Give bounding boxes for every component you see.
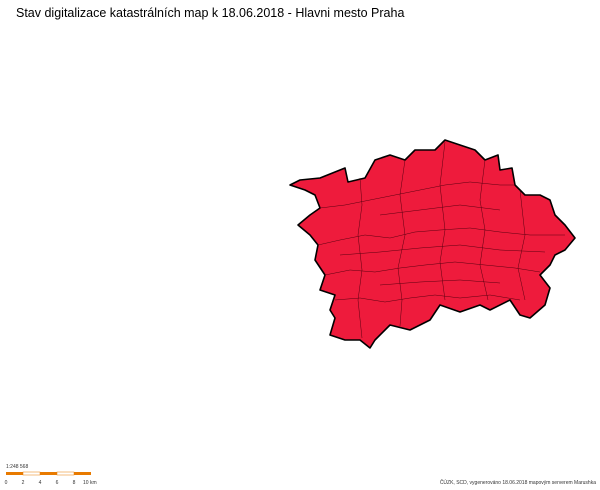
map-title: Stav digitalizace katastrálních map k 18…	[16, 6, 405, 20]
prague-region	[289, 139, 576, 349]
scale-label: 8	[73, 480, 76, 486]
credit: ČÚZK, SCD, vygenerováno 18.06.2018 mapov…	[440, 479, 596, 486]
scale-bar: 1:248 568 0 2 4 6 8 10 km	[5, 464, 97, 486]
scale-label: 6	[56, 480, 59, 486]
scale-label: 10 km	[83, 480, 97, 486]
scale-label: 2	[22, 480, 25, 486]
scale-label: 4	[39, 480, 42, 486]
district-borders	[317, 141, 565, 339]
scale-ratio: 1:248 568	[6, 464, 28, 470]
scale-label: 0	[5, 480, 8, 486]
